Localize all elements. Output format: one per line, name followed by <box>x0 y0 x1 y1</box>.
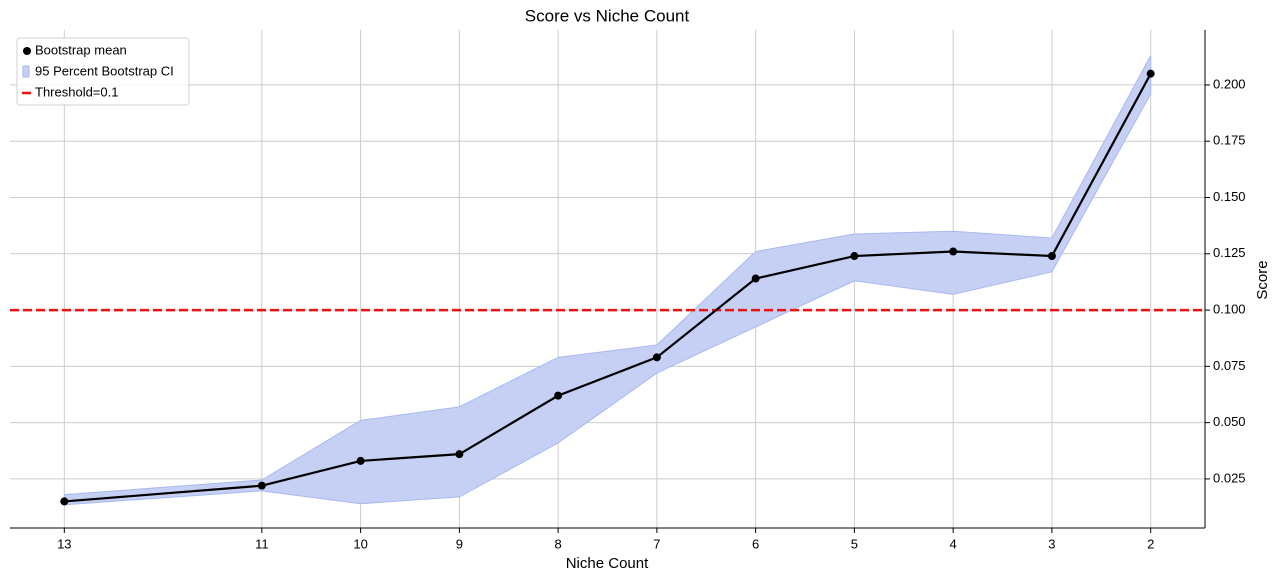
x-tick-label: 5 <box>851 536 858 551</box>
mean-point <box>751 274 760 283</box>
y-tick-label: 0.050 <box>1213 414 1246 429</box>
mean-point <box>850 252 859 261</box>
mean-point <box>1146 69 1155 78</box>
legend-label: Threshold=0.1 <box>35 84 118 99</box>
x-tick-label: 13 <box>57 536 71 551</box>
mean-point <box>60 497 69 506</box>
x-tick-label: 4 <box>950 536 957 551</box>
y-axis-label: Score <box>1254 260 1271 299</box>
x-tick-label: 7 <box>653 536 660 551</box>
y-tick-label: 0.200 <box>1213 76 1246 91</box>
x-tick-label: 9 <box>456 536 463 551</box>
legend-marker <box>22 65 30 78</box>
x-tick-label: 10 <box>353 536 367 551</box>
y-tick-label: 0.125 <box>1213 245 1246 260</box>
legend-marker <box>23 47 31 55</box>
y-tick-label: 0.075 <box>1213 358 1246 373</box>
mean-point <box>949 247 958 256</box>
y-tick-label: 0.025 <box>1213 470 1246 485</box>
legend-label: Bootstrap mean <box>35 42 127 57</box>
mean-point <box>257 481 266 490</box>
ci-band <box>63 55 1152 506</box>
mean-point <box>455 450 464 459</box>
legend: Bootstrap mean 95 Percent Bootstrap CI Thr… <box>16 37 190 106</box>
x-axis-label: Niche Count <box>566 555 649 572</box>
y-tick-label: 0.175 <box>1213 133 1246 148</box>
mean-line <box>64 73 1152 503</box>
legend-frame <box>16 37 190 106</box>
grid <box>10 30 1205 528</box>
x-tick-label: 6 <box>752 536 759 551</box>
x-tick-label: 2 <box>1147 536 1154 551</box>
y-tick-label: 0.100 <box>1213 302 1246 317</box>
chart-title: Score vs Niche Count <box>525 6 690 25</box>
x-tick-label: 8 <box>555 536 562 551</box>
legend-label: 95 Percent Bootstrap CI <box>35 63 174 78</box>
x-tick-label: 11 <box>255 536 269 551</box>
y-tick-label: 0.150 <box>1213 189 1246 204</box>
mean-point <box>652 353 661 362</box>
mean-point <box>554 391 563 400</box>
mean-point <box>356 456 365 465</box>
mean-point <box>1047 252 1056 261</box>
x-tick-label: 3 <box>1048 536 1055 551</box>
